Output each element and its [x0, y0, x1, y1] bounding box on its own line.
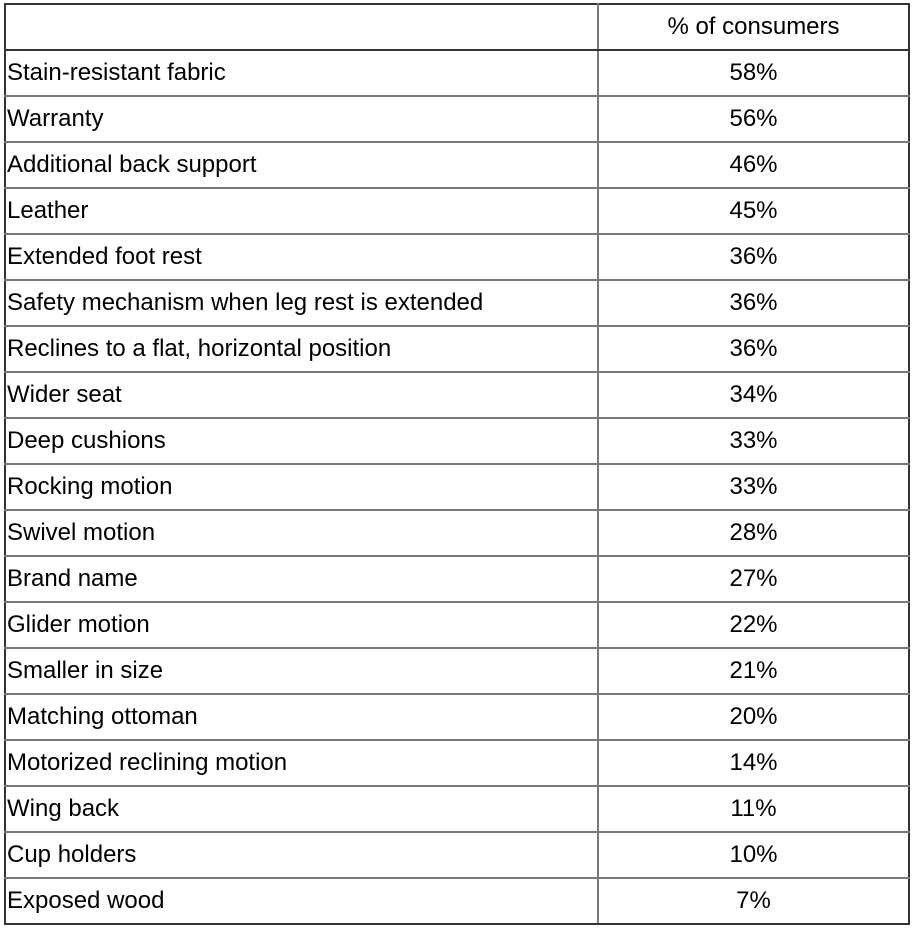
feature-label-cell: Swivel motion	[4, 509, 599, 557]
table-row: Exposed wood 7%	[4, 877, 910, 925]
table-body: Stain-resistant fabric 58% Warranty 56% Addi…	[4, 49, 910, 925]
percent-value-cell: 14%	[597, 739, 910, 787]
header-label-cell	[4, 3, 599, 51]
feature-label-cell: Reclines to a flat, horizontal position	[4, 325, 599, 373]
feature-label-cell: Smaller in size	[4, 647, 599, 695]
table-row: Swivel motion 28%	[4, 509, 910, 557]
percent-value-cell: 58%	[597, 49, 910, 97]
percent-value-cell: 56%	[597, 95, 910, 143]
percent-value-cell: 34%	[597, 371, 910, 419]
table-row: Wing back 11%	[4, 785, 910, 833]
table-row: Cup holders 10%	[4, 831, 910, 879]
feature-label-cell: Stain-resistant fabric	[4, 49, 599, 97]
table-row: Motorized reclining motion 14%	[4, 739, 910, 787]
header-value-cell: % of consumers	[597, 3, 910, 51]
percent-value-cell: 27%	[597, 555, 910, 603]
feature-label-cell: Extended foot rest	[4, 233, 599, 281]
table-row: Leather 45%	[4, 187, 910, 235]
consumer-features-table: % of consumers Stain-resistant fabric 58%…	[4, 3, 910, 925]
table-row: Warranty 56%	[4, 95, 910, 143]
percent-value-cell: 22%	[597, 601, 910, 649]
percent-value-cell: 45%	[597, 187, 910, 235]
table-row: Matching ottoman 20%	[4, 693, 910, 741]
table-row: Reclines to a flat, horizontal position 3…	[4, 325, 910, 373]
percent-value-cell: 11%	[597, 785, 910, 833]
percent-value-cell: 10%	[597, 831, 910, 879]
feature-label-cell: Rocking motion	[4, 463, 599, 511]
percent-value-cell: 46%	[597, 141, 910, 189]
feature-label-cell: Leather	[4, 187, 599, 235]
feature-label-cell: Additional back support	[4, 141, 599, 189]
table-row: Rocking motion 33%	[4, 463, 910, 511]
table-row: Smaller in size 21%	[4, 647, 910, 695]
table-row: Safety mechanism when leg rest is extend…	[4, 279, 910, 327]
feature-label-cell: Cup holders	[4, 831, 599, 879]
table-container: % of consumers Stain-resistant fabric 58%…	[4, 3, 910, 925]
table-row: Stain-resistant fabric 58%	[4, 49, 910, 97]
table-row: Brand name 27%	[4, 555, 910, 603]
feature-label-cell: Wing back	[4, 785, 599, 833]
feature-label-cell: Glider motion	[4, 601, 599, 649]
table-row: Additional back support 46%	[4, 141, 910, 189]
percent-value-cell: 36%	[597, 233, 910, 281]
percent-value-cell: 33%	[597, 417, 910, 465]
percent-value-cell: 7%	[597, 877, 910, 925]
percent-value-cell: 20%	[597, 693, 910, 741]
feature-label-cell: Matching ottoman	[4, 693, 599, 741]
percent-value-cell: 21%	[597, 647, 910, 695]
feature-label-cell: Safety mechanism when leg rest is extend…	[4, 279, 599, 327]
feature-label-cell: Warranty	[4, 95, 599, 143]
table-row: Extended foot rest 36%	[4, 233, 910, 281]
percent-value-cell: 28%	[597, 509, 910, 557]
header-row: % of consumers	[4, 3, 910, 51]
feature-label-cell: Motorized reclining motion	[4, 739, 599, 787]
percent-value-cell: 36%	[597, 279, 910, 327]
percent-value-cell: 33%	[597, 463, 910, 511]
feature-label-cell: Wider seat	[4, 371, 599, 419]
table-row: Glider motion 22%	[4, 601, 910, 649]
feature-label-cell: Deep cushions	[4, 417, 599, 465]
table-row: Wider seat 34%	[4, 371, 910, 419]
table-row: Deep cushions 33%	[4, 417, 910, 465]
feature-label-cell: Exposed wood	[4, 877, 599, 925]
feature-label-cell: Brand name	[4, 555, 599, 603]
percent-value-cell: 36%	[597, 325, 910, 373]
